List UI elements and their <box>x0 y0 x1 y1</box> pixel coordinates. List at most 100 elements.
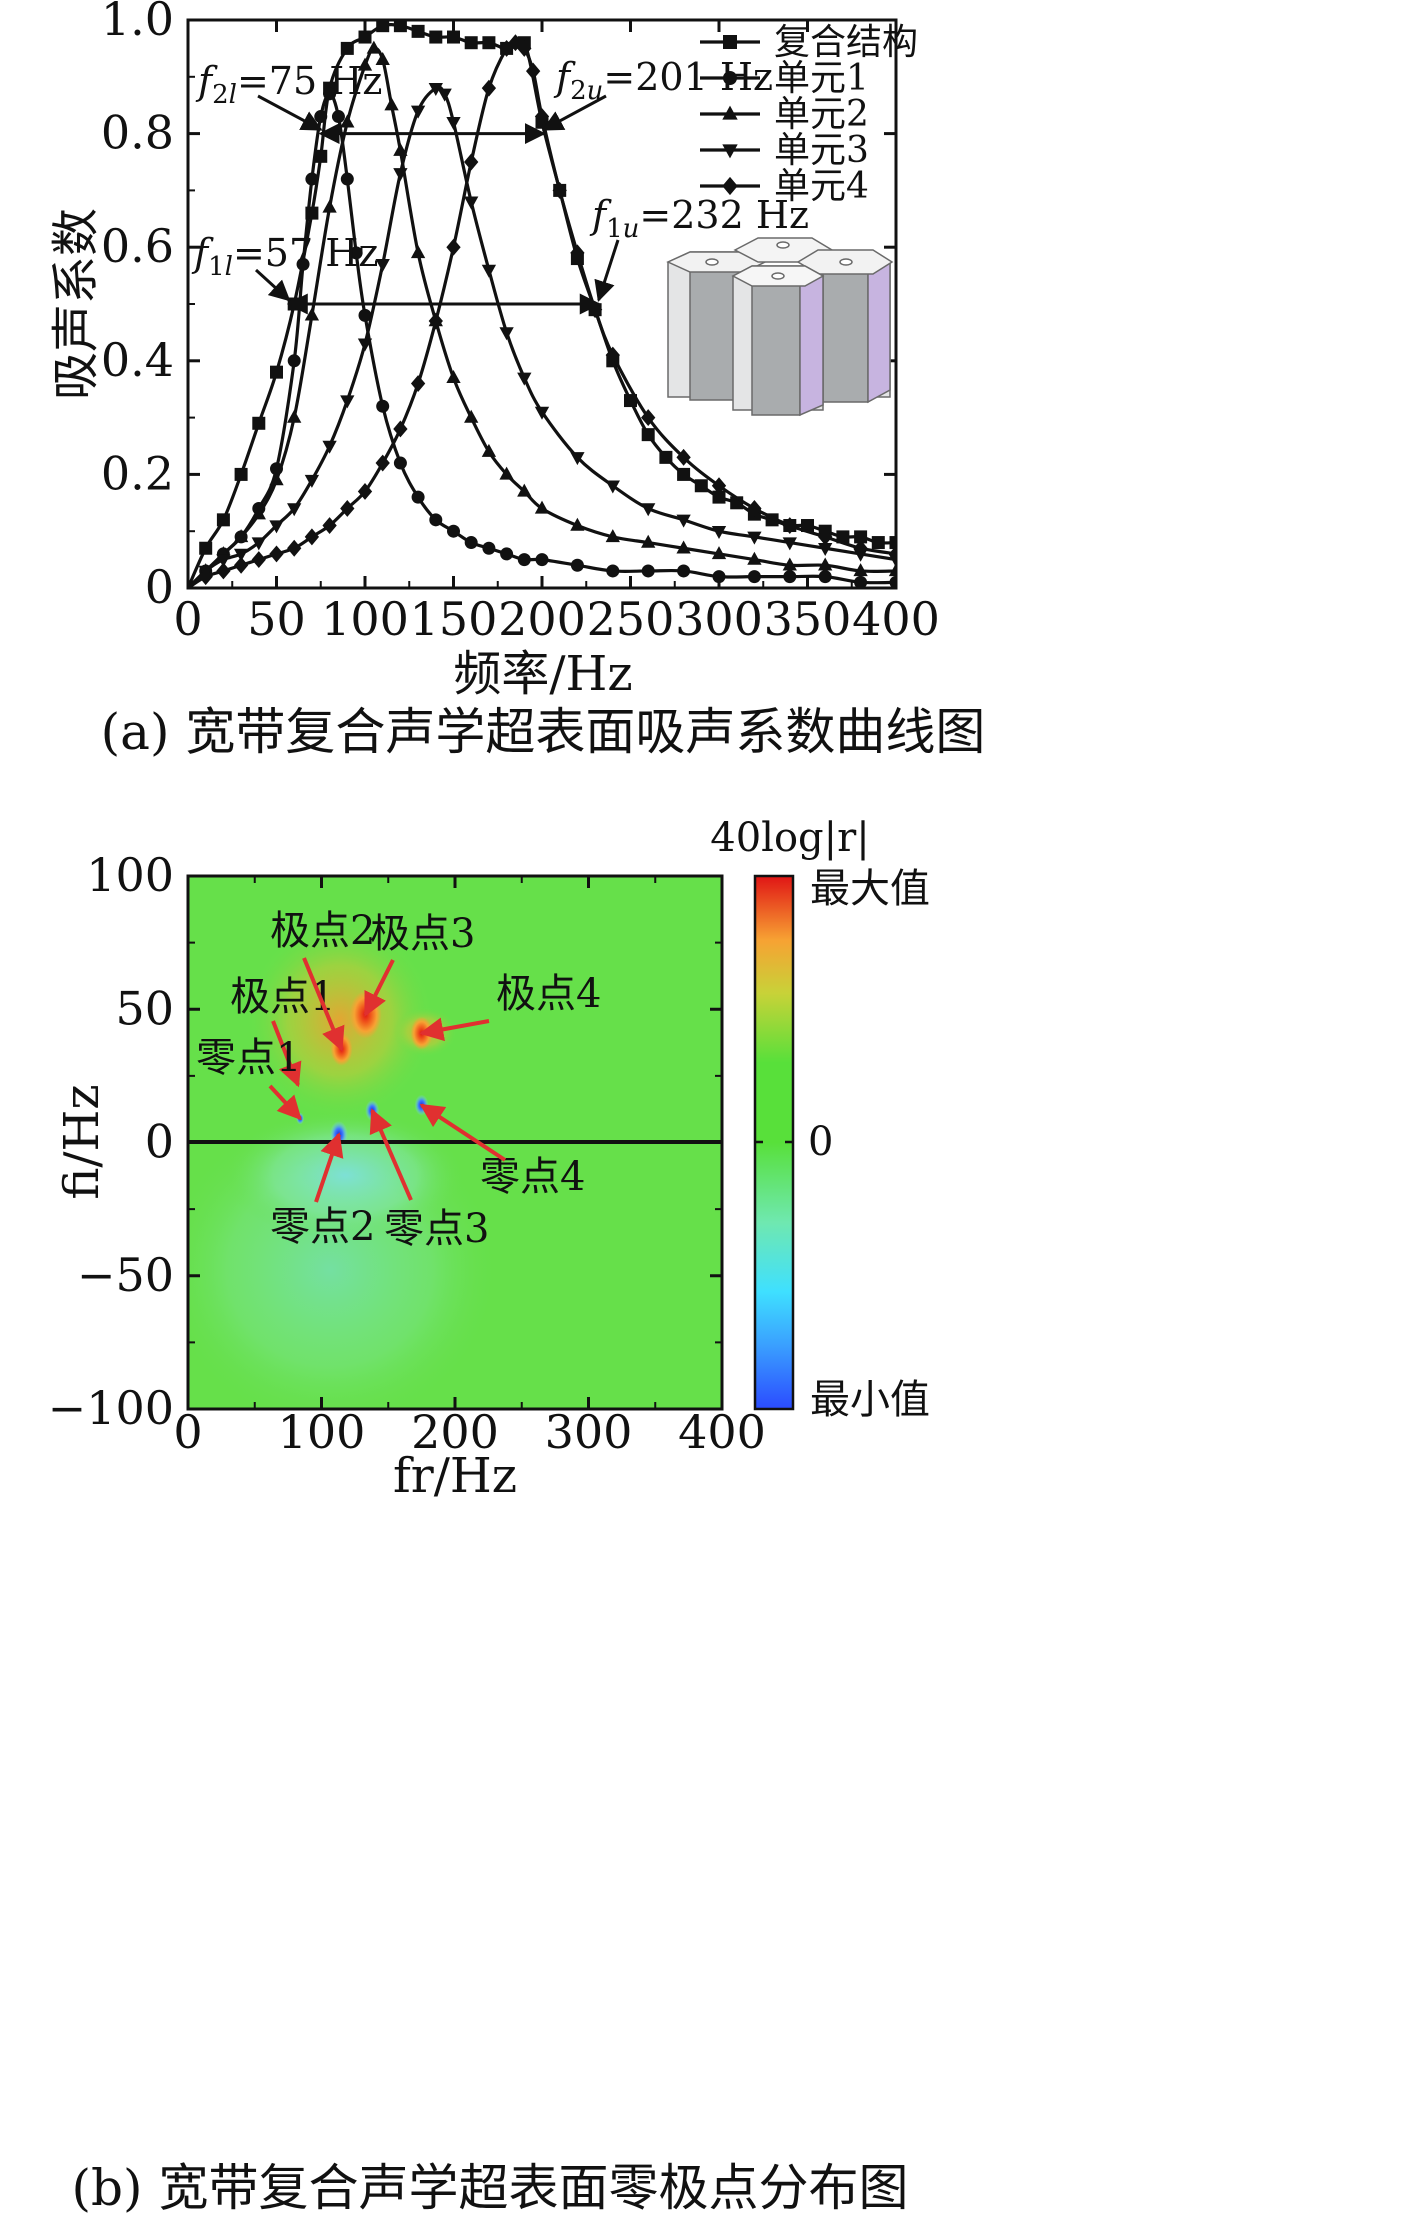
series-4-point <box>605 480 620 494</box>
pole-label-3: 极点3 <box>370 911 475 957</box>
caption-b: (b) 宽带复合声学超表面零极点分布图 <box>72 2159 909 2217</box>
series-4-point <box>517 372 532 386</box>
pole-arrow-3 <box>363 959 395 1017</box>
y-axis-label-a: 吸声系数 <box>48 208 104 400</box>
series-5-point <box>711 477 727 495</box>
pole-label-4: 极点4 <box>496 971 601 1017</box>
annotation-f2u: f2u=201 Hz <box>553 55 773 106</box>
series-3-point <box>499 466 514 480</box>
series-3-point <box>534 500 550 514</box>
y-tick-label-a: 0.4 <box>101 333 174 387</box>
series-3-point <box>366 40 381 54</box>
series-3-point <box>304 307 320 321</box>
x-tick-label-b: 100 <box>278 1405 366 1459</box>
series-3-point <box>375 51 390 65</box>
series-5-point <box>446 238 461 256</box>
series-5-point <box>304 528 320 546</box>
legend-marker <box>722 176 738 196</box>
series-4-point <box>782 537 797 551</box>
legend-label: 单元4 <box>774 166 869 207</box>
series-4-point <box>251 537 266 551</box>
series-2-point <box>747 570 761 584</box>
series-2-point <box>287 354 301 368</box>
series-3-point <box>464 409 479 423</box>
series-5-point <box>517 39 532 57</box>
absorption-chart: 0 50 100 150 200 250 300 350 400 0 0.2 0.4 0.6 0.8 1.0… <box>48 0 985 761</box>
pole-label-1: 极点1 <box>230 974 335 1020</box>
series-4-point <box>216 554 231 568</box>
series-5-point <box>552 181 567 199</box>
series-1-point <box>641 428 655 442</box>
series-5-point <box>464 153 479 171</box>
series-2-point <box>889 575 896 588</box>
series-3-point <box>269 472 284 486</box>
series-3-point <box>747 551 762 565</box>
series-5-point <box>322 517 337 534</box>
series-1-point <box>429 30 443 44</box>
series-2-point <box>349 246 363 260</box>
series-4-point <box>676 514 691 528</box>
y-tick-label-a: 0.2 <box>101 446 174 500</box>
series-4-point <box>357 338 373 352</box>
pointer-f2u <box>541 94 607 131</box>
series-5-point <box>888 545 896 563</box>
series-2-point <box>429 513 443 527</box>
y-tick-label-b: −100 <box>48 1381 174 1435</box>
y-tick-label-b: 50 <box>115 981 174 1035</box>
series-4-point <box>375 259 390 273</box>
series-1-point <box>340 41 354 55</box>
zero-arrow-4 <box>419 1103 507 1162</box>
y-axis-label-b: fi/Hz <box>54 1084 110 1199</box>
series-5-point <box>251 551 266 569</box>
series-4-point <box>322 440 337 454</box>
series-4-point <box>233 548 249 562</box>
zero-label-2: 零点2 <box>270 1204 375 1250</box>
series-2-point <box>482 541 496 555</box>
series-5-point <box>782 517 797 534</box>
colorbar-title: 40log|r| <box>710 815 869 861</box>
series-1-point <box>889 536 896 550</box>
series-5-point <box>570 244 585 262</box>
series-4-point <box>437 88 452 102</box>
series-1-point <box>712 490 726 504</box>
series-3-point <box>605 529 620 543</box>
series-1-point <box>659 450 673 464</box>
bandwidth-annotations: f2l=75 Hz f2u=201 Hz f1l=57 Hz f1u=232 Hz <box>191 55 809 315</box>
series-2-point <box>411 490 425 504</box>
x-tick-label-a: 350 <box>764 592 852 646</box>
series-4-point <box>641 503 656 517</box>
series-5-point <box>357 482 373 500</box>
pole-arrow-4 <box>419 1017 490 1042</box>
x-tick-label-b: 400 <box>678 1405 766 1459</box>
series-1-point <box>270 365 283 379</box>
series-3-point <box>676 540 691 554</box>
x-tick-label-a: 0 <box>173 592 202 646</box>
absorption-series-group <box>188 20 896 588</box>
series-2-point <box>570 558 584 572</box>
legend-marker <box>722 144 738 159</box>
series-2-point <box>314 110 328 124</box>
legend-label: 单元1 <box>774 58 869 99</box>
series-5-point <box>410 375 426 392</box>
series-3-point <box>711 546 727 560</box>
y-tick-label-b: −50 <box>77 1248 174 1302</box>
series-4-point <box>464 196 479 210</box>
series-3-point <box>481 443 497 457</box>
series-1-point <box>393 20 407 33</box>
pole-arrow-1 <box>271 1020 302 1088</box>
annotation-f2l: f2l=75 Hz <box>195 59 382 110</box>
zero-label-4: 零点4 <box>480 1154 585 1200</box>
series-1-point <box>314 149 328 163</box>
series-4-point <box>410 105 426 119</box>
axis-ticks-a: 0 50 100 150 200 250 300 350 400 0 0.2 0.4 0.6 0.8 1.0 <box>101 0 940 646</box>
series-1-point <box>801 519 814 533</box>
x-tick-label-a: 50 <box>247 592 306 646</box>
legend-marker <box>723 35 737 49</box>
series-2-point <box>535 553 549 567</box>
series-1-point <box>376 20 390 33</box>
series-5-point <box>676 448 691 466</box>
series-3-point <box>384 97 399 111</box>
series-2-point <box>331 110 345 124</box>
y-tick-label-a: 0 <box>145 560 174 614</box>
